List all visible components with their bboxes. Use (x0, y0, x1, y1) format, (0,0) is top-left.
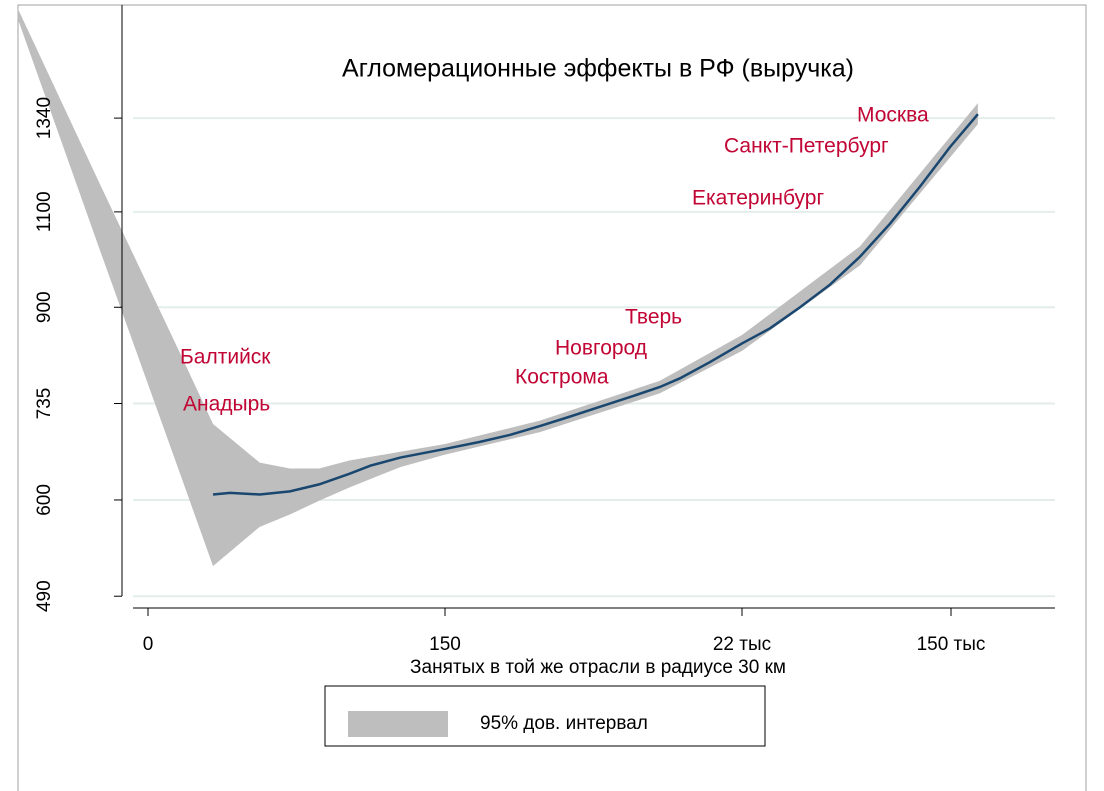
legend-label: 95% дов. интервал (480, 713, 648, 734)
annotation: Кострома (515, 366, 609, 389)
annotation: Екатеринбург (692, 187, 824, 210)
annotation: Тверь (625, 306, 682, 329)
annotation: Анадырь (183, 393, 270, 416)
y-tick-label: 490 (34, 580, 55, 612)
annotation: Балтийск (180, 346, 271, 369)
legend-swatch (348, 711, 448, 737)
y-tick-label: 1100 (34, 191, 55, 232)
annotation: Москва (857, 104, 929, 127)
x-tick-label: 150 тыс (917, 634, 986, 655)
plot-area (17, 7, 1055, 598)
annotation: Новгород (555, 337, 647, 360)
chart-title: Агломерационные эффекты в РФ (выручка) (342, 55, 854, 83)
y-tick-label: 735 (34, 388, 55, 420)
x-tick-label: 0 (143, 634, 154, 655)
y-tick-label: 900 (34, 291, 55, 323)
y-tick-label: 1340 (34, 97, 55, 139)
x-tick-label: 150 (429, 634, 461, 655)
y-tick-label: 600 (34, 484, 55, 516)
x-tick-label: 22 тыс (713, 634, 771, 655)
x-axis-label: Занятых в той же отрасли в радиусе 30 км (410, 657, 786, 678)
annotation: Санкт-Петербург (724, 135, 889, 158)
fit-line (212, 113, 979, 496)
